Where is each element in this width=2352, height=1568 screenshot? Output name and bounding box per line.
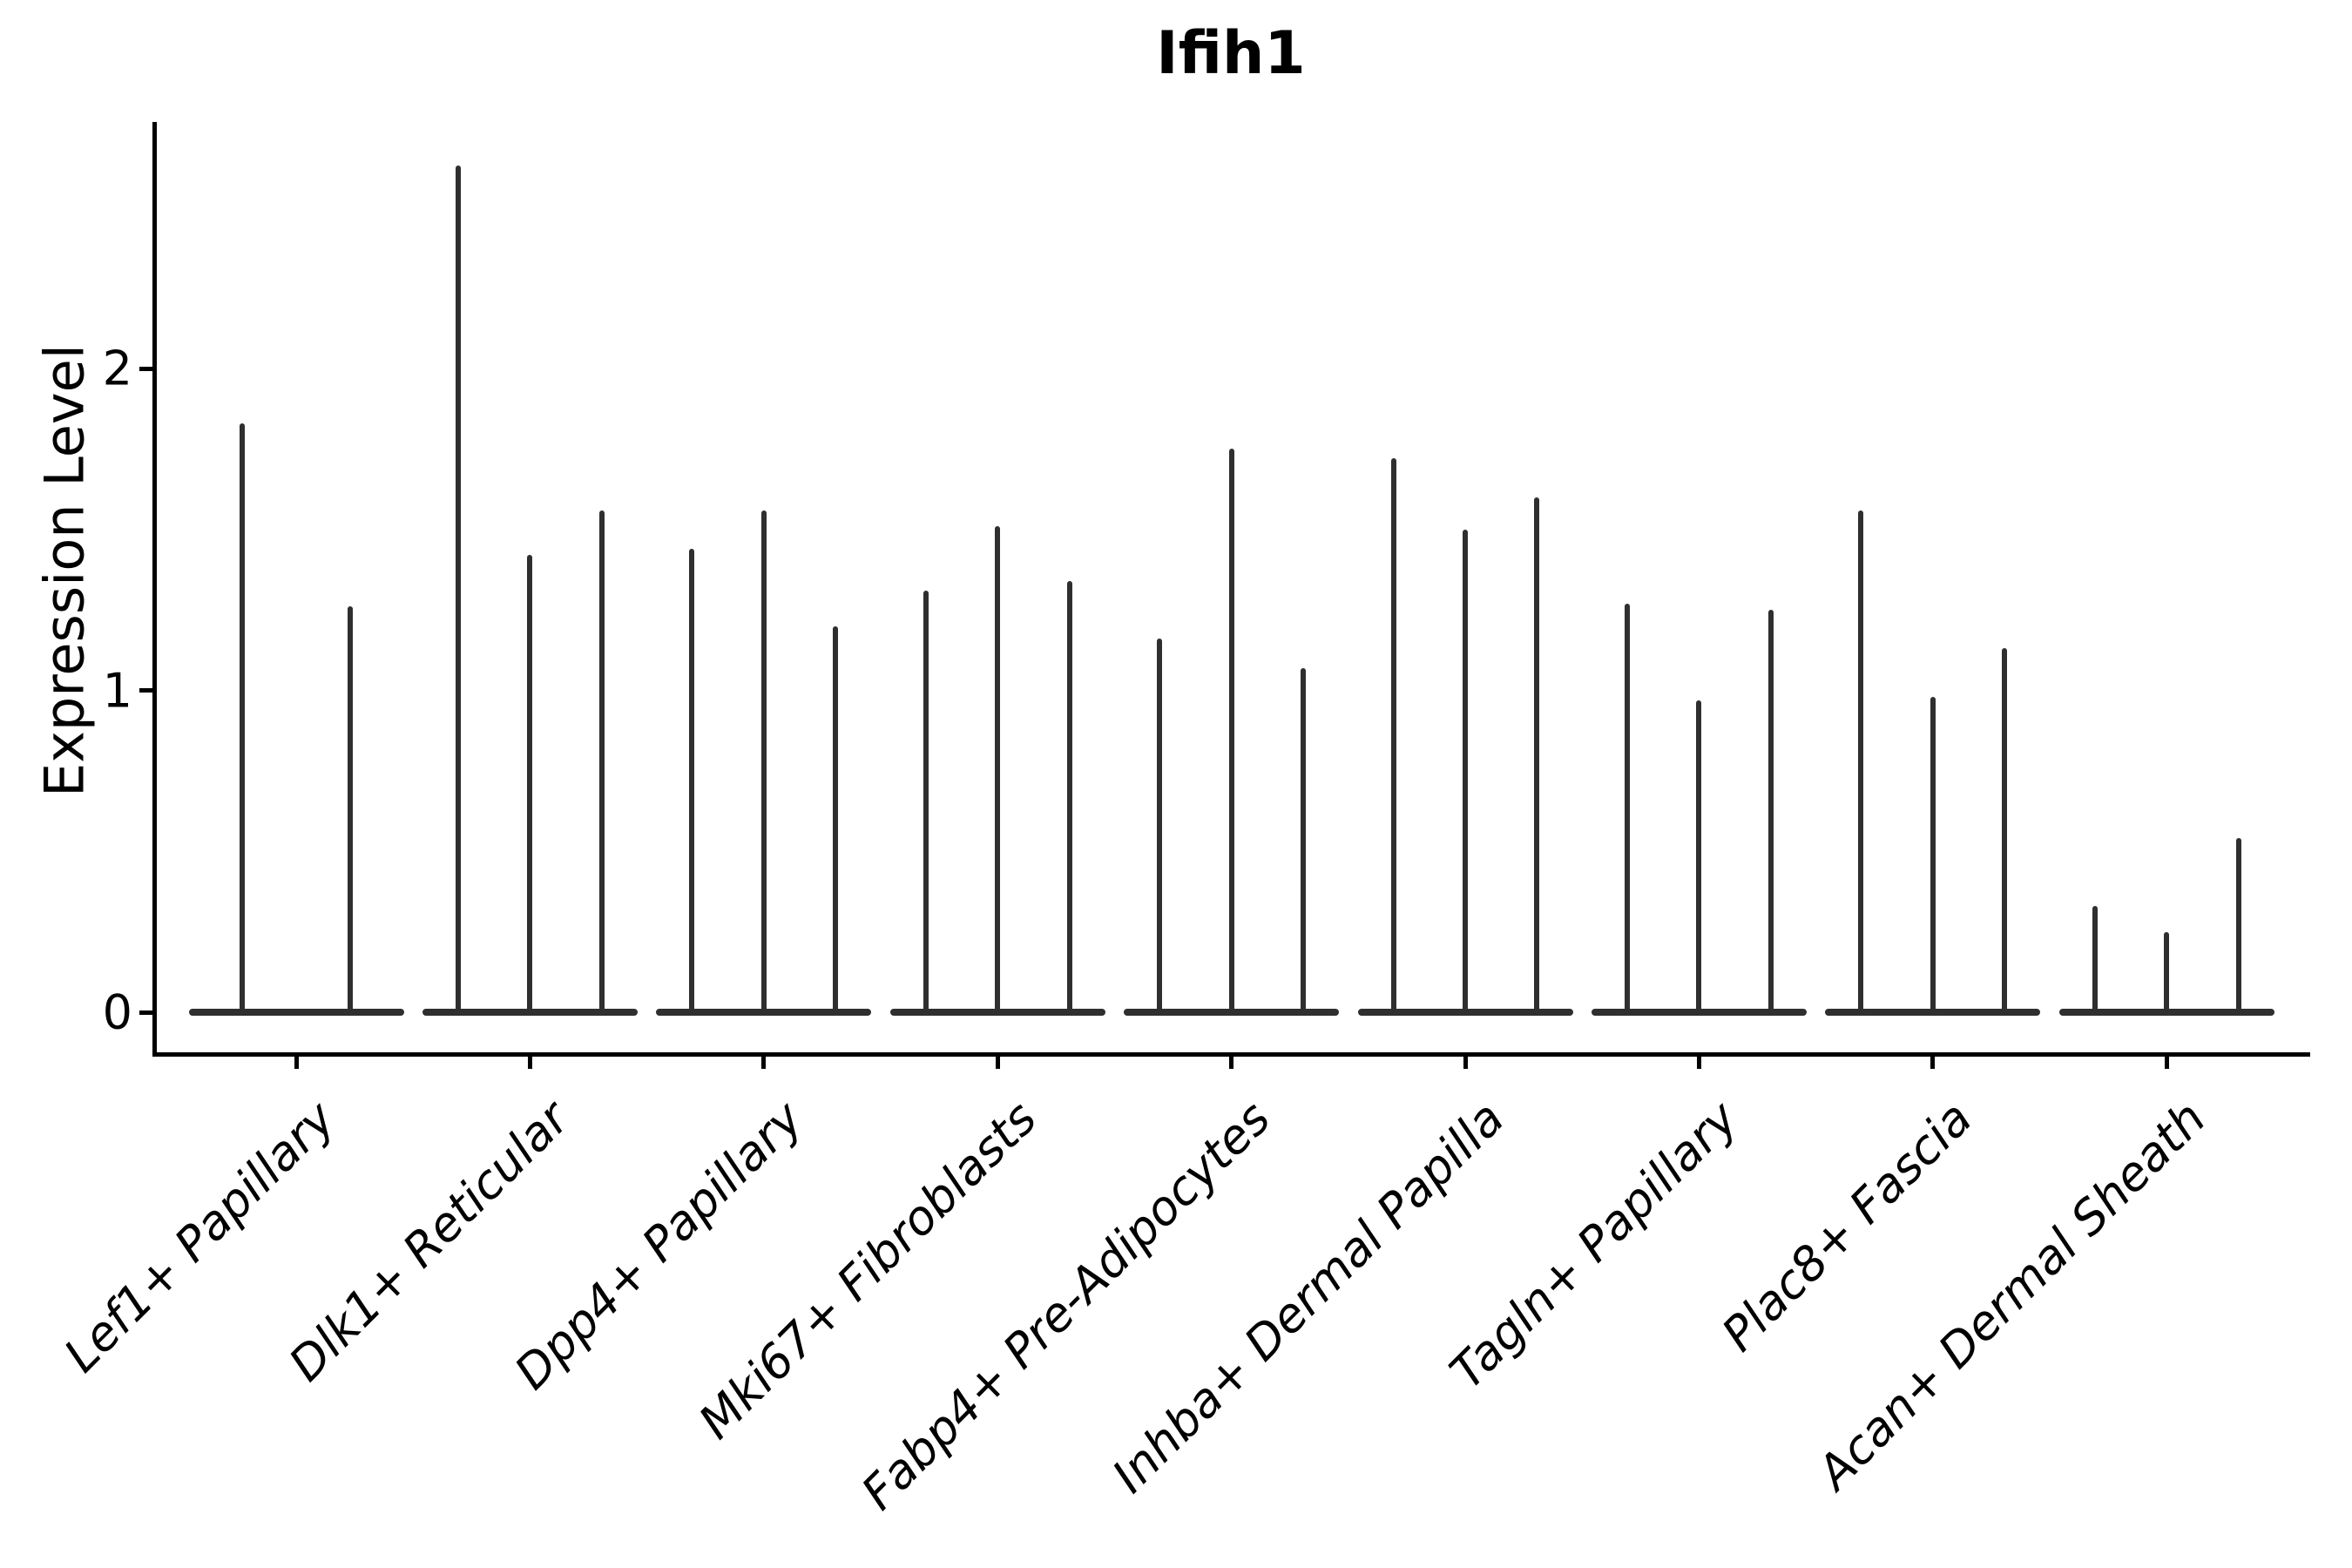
- y-axis-tick: [139, 366, 155, 371]
- violin-spike: [923, 590, 929, 1012]
- x-axis-tick: [1463, 1055, 1468, 1069]
- violin-base: [188, 1009, 404, 1016]
- violin-spike: [995, 526, 1001, 1012]
- violin-base: [1825, 1009, 2041, 1016]
- violin-spike: [240, 422, 246, 1012]
- x-axis-tick: [1930, 1055, 1936, 1069]
- y-axis-label: Expression Level: [32, 344, 97, 797]
- x-tick-label: Fabp4+ Pre-Adipocytes: [850, 1091, 1281, 1521]
- y-tick-label: 1: [102, 663, 132, 718]
- violin-spike: [689, 548, 695, 1012]
- violin-base: [2058, 1009, 2274, 1016]
- x-axis-tick: [1229, 1055, 1234, 1069]
- violin-spike: [1228, 449, 1234, 1012]
- violin-base: [889, 1009, 1105, 1016]
- violin-base: [1591, 1009, 1807, 1016]
- violin-spike: [1858, 510, 1864, 1012]
- x-axis-tick: [995, 1055, 1000, 1069]
- violin-base: [656, 1009, 872, 1016]
- violin-base: [422, 1009, 638, 1016]
- violin-spike: [833, 625, 839, 1012]
- violin-spike: [1534, 497, 1540, 1012]
- violin-spike: [1157, 639, 1163, 1012]
- violin-spike: [1300, 667, 1306, 1012]
- y-tick-label: 0: [102, 984, 132, 1040]
- y-axis-spine: [152, 122, 157, 1057]
- violin-spike: [1696, 700, 1702, 1012]
- violin-spike: [1463, 529, 1468, 1012]
- violin-spike: [527, 555, 533, 1012]
- x-axis-tick: [527, 1055, 532, 1069]
- x-tick-label: Inhba+ Dermal Papilla: [1101, 1091, 1515, 1504]
- violin-spike: [1930, 696, 1936, 1012]
- x-tick-label: Plac8+ Fascia: [1711, 1091, 1983, 1362]
- y-axis-tick: [139, 1010, 155, 1015]
- violin-spike: [2164, 931, 2170, 1012]
- x-axis-tick: [2164, 1055, 2169, 1069]
- violin-spike: [1066, 580, 1072, 1012]
- chart-title: Ifih1: [1156, 19, 1306, 88]
- violin-spike: [1625, 603, 1631, 1012]
- violin-base: [1124, 1009, 1340, 1016]
- violin-spike: [2235, 838, 2241, 1012]
- violin-spike: [760, 510, 767, 1012]
- x-axis-tick: [761, 1055, 767, 1069]
- violin-spike: [1767, 610, 1774, 1012]
- violin-spike: [2002, 648, 2008, 1012]
- x-axis-spine: [152, 1052, 2310, 1057]
- y-tick-label: 2: [102, 341, 132, 396]
- x-tick-label: Acan+ Dermal Sheath: [1806, 1091, 2216, 1500]
- violin-spike: [2092, 906, 2098, 1012]
- violin-spike: [1390, 458, 1396, 1012]
- violin-base: [1357, 1009, 1573, 1016]
- violin-spike: [598, 510, 605, 1012]
- violin-spike: [456, 166, 462, 1012]
- x-axis-tick: [294, 1055, 299, 1069]
- x-axis-tick: [1696, 1055, 1701, 1069]
- violin-spike: [347, 606, 353, 1012]
- y-axis-tick: [139, 688, 155, 693]
